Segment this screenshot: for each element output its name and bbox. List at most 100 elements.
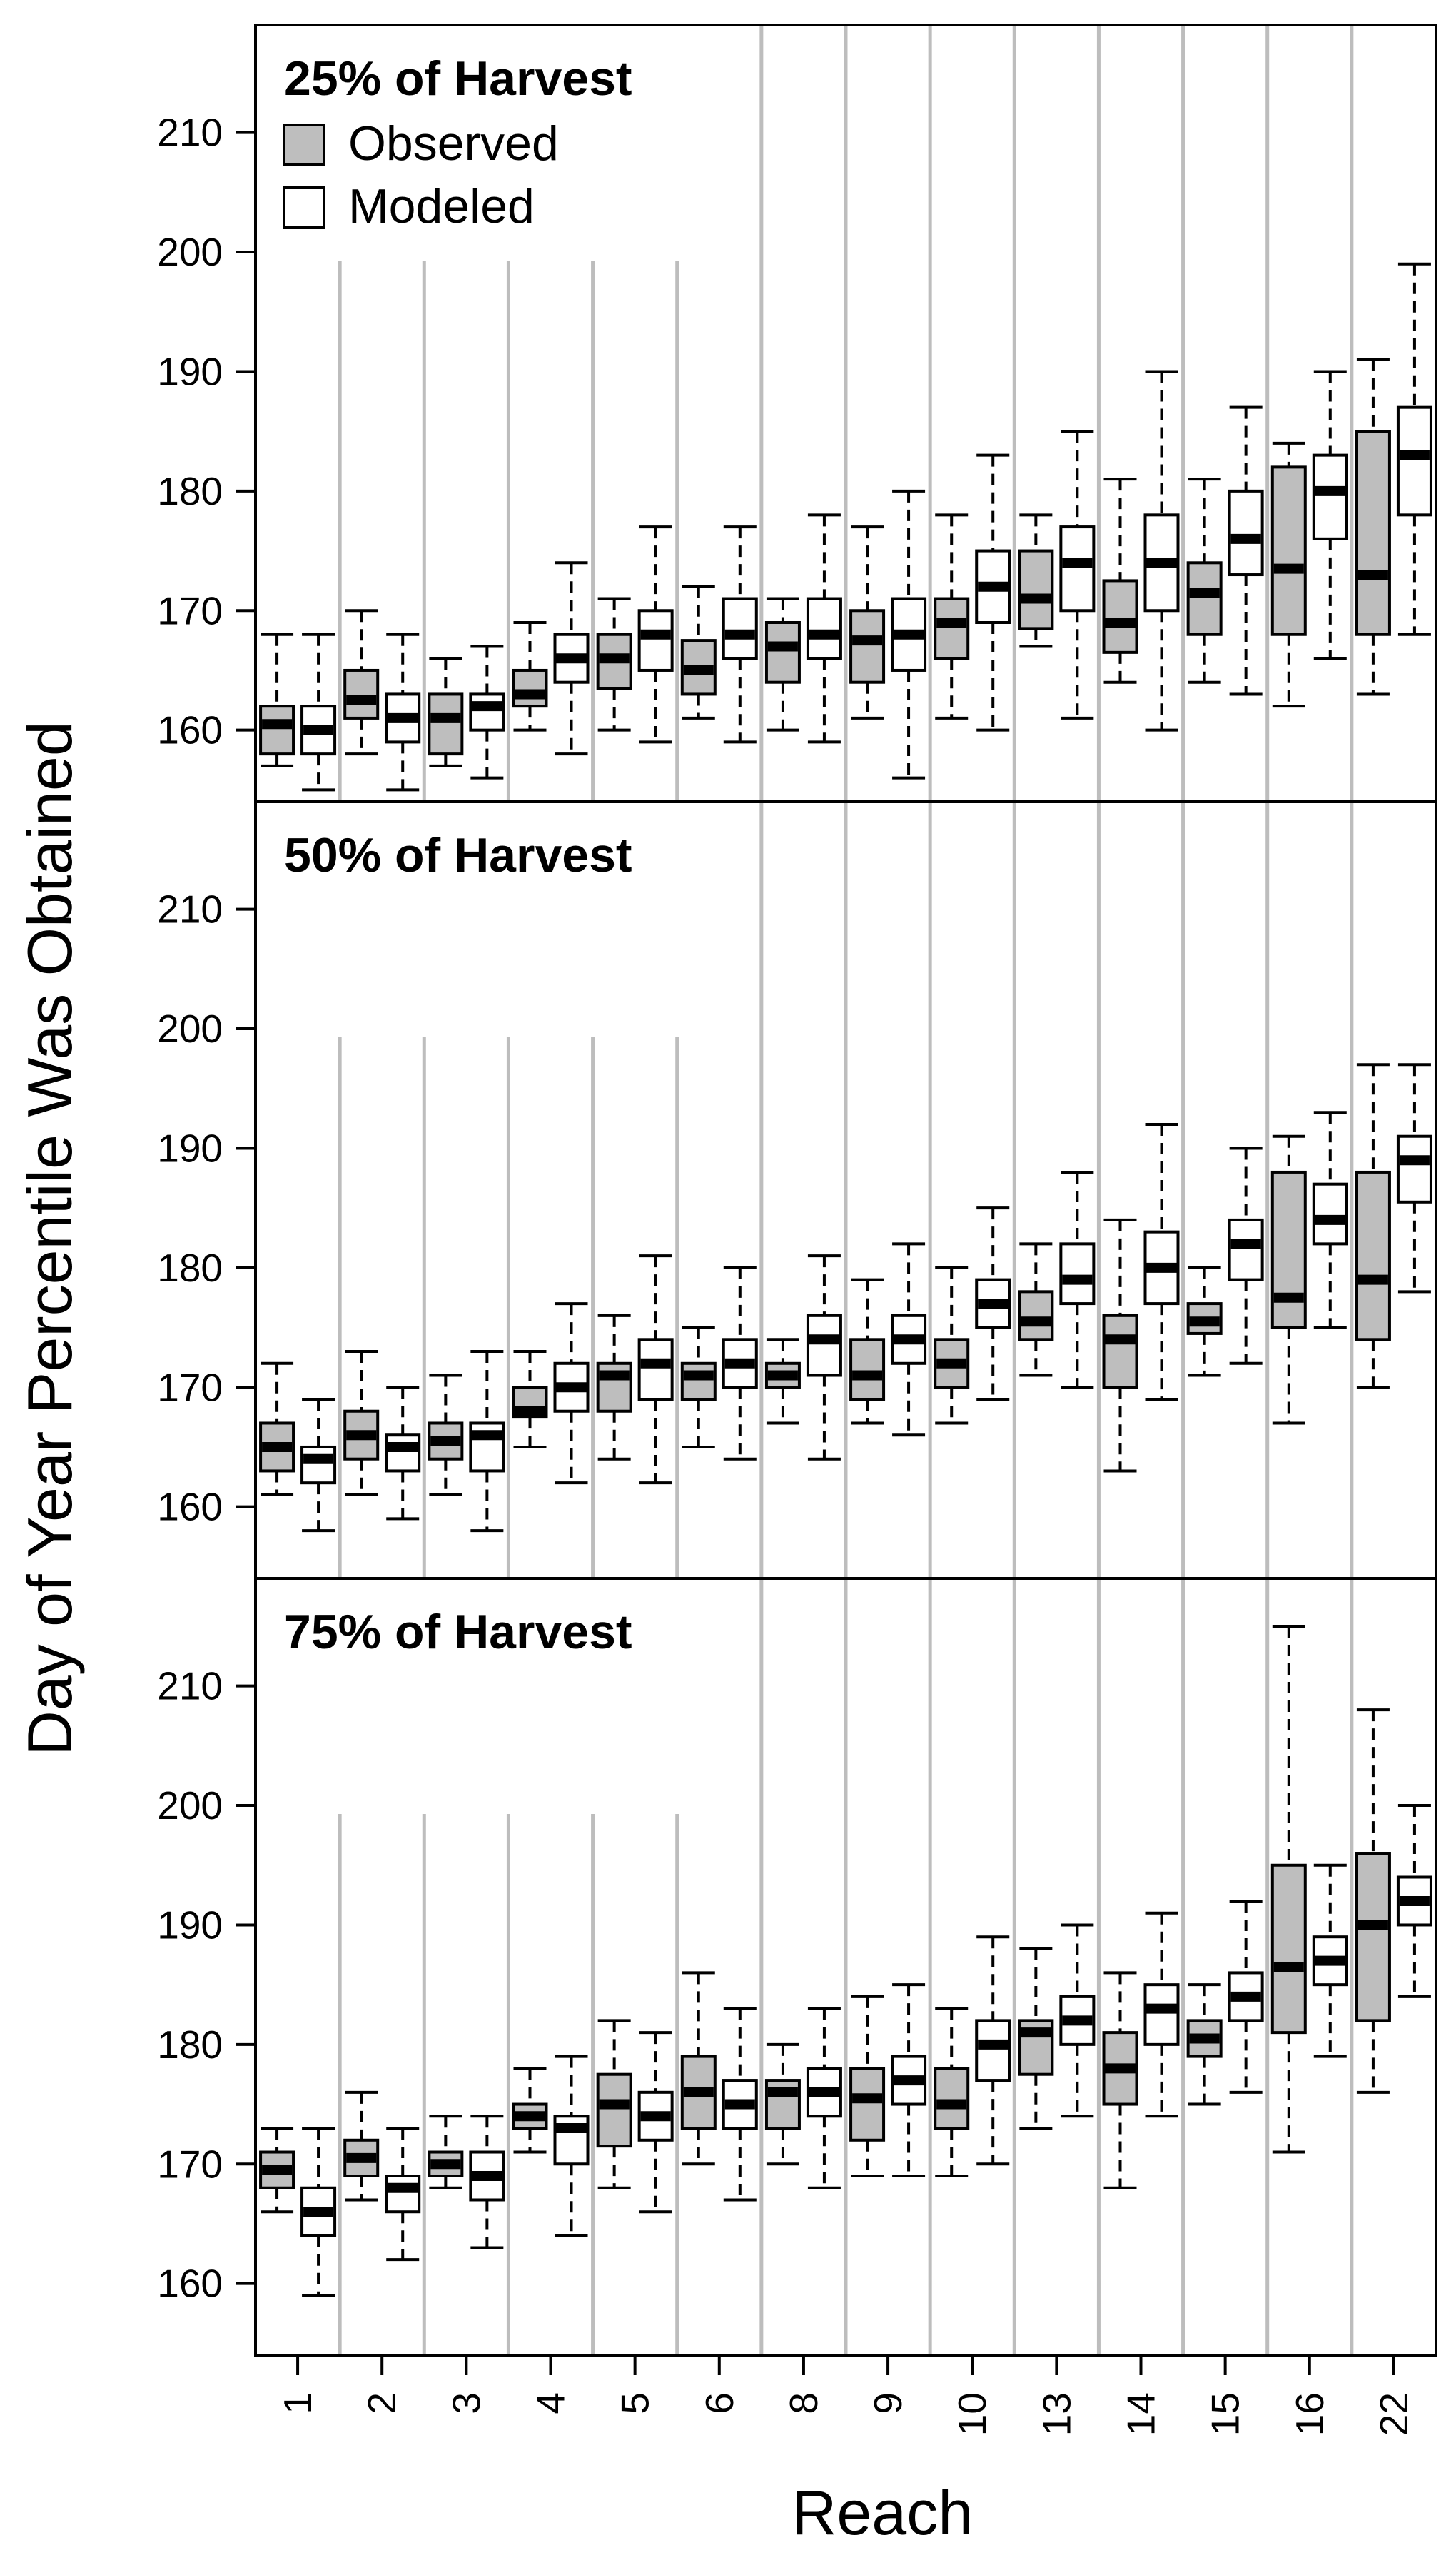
observed-box-reach-1 <box>259 1361 295 1496</box>
modeled-box-reach-16 <box>1312 1111 1348 1329</box>
x-tick-label: 16 <box>1288 2392 1332 2436</box>
modeled-box-reach-5 <box>637 1254 674 1485</box>
observed-box-reach-13 <box>1018 1947 1054 2130</box>
y-tick-label: 190 <box>157 1126 223 1170</box>
modeled-box-reach-16 <box>1312 370 1348 660</box>
iqr-box <box>596 2072 632 2148</box>
observed-box-reach-22 <box>1355 358 1391 696</box>
panel-2: 160 170 180 190 200 210 50% of Harvest <box>157 800 1437 1580</box>
observed-box-reach-8 <box>764 2042 801 2166</box>
iqr-box <box>1312 1182 1348 1246</box>
modeled-box-reach-13 <box>1059 1923 1096 2118</box>
observed-box-reach-10 <box>934 2007 970 2177</box>
modeled-box-reach-1 <box>300 1398 337 1533</box>
modeled-box-reach-3 <box>469 2115 505 2249</box>
iqr-box <box>1355 430 1391 636</box>
y-tick-label: 180 <box>157 2022 223 2067</box>
panel-title: 25% of Harvest <box>284 51 632 106</box>
modeled-box-reach-6 <box>722 2007 758 2202</box>
iqr-box <box>764 621 801 684</box>
iqr-box <box>1059 1242 1096 1306</box>
modeled-box-reach-14 <box>1143 370 1180 732</box>
legend-label-observed: Observed <box>348 116 559 171</box>
observed-box-reach-5 <box>596 597 632 732</box>
legend-swatch-modeled <box>283 186 325 229</box>
observed-box-reach-3 <box>428 657 464 767</box>
observed-box-reach-15 <box>1186 1266 1223 1377</box>
y-tick-label: 180 <box>157 1246 223 1290</box>
modeled-box-reach-3 <box>469 1350 505 1533</box>
observed-box-reach-8 <box>764 597 801 732</box>
observed-box-reach-1 <box>259 633 295 767</box>
legend-label-modeled: Modeled <box>348 179 535 233</box>
iqr-box <box>1018 1290 1054 1341</box>
iqr-box <box>1228 1218 1264 1281</box>
iqr-box <box>1186 561 1223 636</box>
observed-box-reach-4 <box>512 2067 548 2154</box>
modeled-box-reach-6 <box>722 525 758 744</box>
modeled-box-reach-2 <box>385 1386 421 1521</box>
iqr-box <box>934 597 970 660</box>
y-tick-label: 160 <box>157 708 223 752</box>
iqr-box <box>512 668 548 708</box>
observed-box-reach-6 <box>680 1971 717 2166</box>
iqr-box <box>806 597 842 660</box>
iqr-box <box>1102 579 1138 654</box>
x-tick-label: 4 <box>529 2392 573 2414</box>
x-axis: 1 2 3 4 5 6 8 9 10 13 14 15 16 22 <box>275 2355 1416 2436</box>
iqr-box <box>806 1314 842 1377</box>
x-tick-label: 1 <box>275 2392 320 2414</box>
y-tick-label: 200 <box>157 230 223 274</box>
iqr-box <box>385 1433 421 1473</box>
modeled-box-reach-10 <box>975 1206 1011 1401</box>
panel-frame <box>254 1577 1437 2357</box>
modeled-box-reach-10 <box>975 453 1011 732</box>
iqr-box <box>1143 1983 1180 2046</box>
observed-box-reach-22 <box>1355 1063 1391 1389</box>
legend-swatch-observed <box>283 124 325 166</box>
modeled-box-reach-14 <box>1143 1911 1180 2118</box>
modeled-box-reach-6 <box>722 1266 758 1461</box>
y-tick-label: 170 <box>157 2142 223 2186</box>
modeled-box-reach-2 <box>385 633 421 792</box>
iqr-box <box>1312 453 1348 540</box>
observed-box-reach-6 <box>680 1326 717 1448</box>
y-tick-label: 190 <box>157 1903 223 1947</box>
iqr-box <box>1270 465 1307 636</box>
observed-box-reach-5 <box>596 1314 632 1461</box>
modeled-box-reach-10 <box>975 1935 1011 2166</box>
modeled-box-reach-13 <box>1059 1170 1096 1389</box>
x-tick-label: 3 <box>444 2392 488 2414</box>
x-tick-label: 10 <box>950 2392 994 2436</box>
modeled-box-reach-4 <box>553 1302 590 1485</box>
x-tick-label: 14 <box>1119 2392 1163 2436</box>
panel-3: 160 170 180 190 200 210 75% of Harvest <box>157 1577 1437 2357</box>
x-axis-title: Reach <box>792 2477 973 2548</box>
observed-box-reach-13 <box>1018 1242 1054 1377</box>
x-tick-label: 22 <box>1372 2392 1416 2436</box>
observed-box-reach-15 <box>1186 1983 1223 2106</box>
iqr-box <box>849 1338 886 1401</box>
modeled-box-reach-4 <box>553 561 590 756</box>
observed-box-reach-9 <box>849 525 886 720</box>
observed-box-reach-10 <box>934 513 970 720</box>
observed-box-reach-13 <box>1018 513 1054 648</box>
observed-box-reach-5 <box>596 2019 632 2189</box>
panel-title: 75% of Harvest <box>284 1605 632 1659</box>
modeled-box-reach-15 <box>1228 1899 1264 2094</box>
observed-box-reach-3 <box>428 2115 464 2189</box>
y-tick-label: 160 <box>157 1485 223 1529</box>
modeled-box-reach-22 <box>1396 262 1432 636</box>
x-tick-label: 5 <box>613 2392 657 2414</box>
modeled-box-reach-2 <box>385 2127 421 2262</box>
observed-box-reach-9 <box>849 1278 886 1425</box>
observed-box-reach-1 <box>259 2127 295 2214</box>
observed-box-reach-16 <box>1270 441 1307 708</box>
iqr-box <box>1228 489 1264 577</box>
y-tick-label: 210 <box>157 111 223 155</box>
y-tick-label: 210 <box>157 887 223 932</box>
modeled-box-reach-1 <box>300 633 337 792</box>
iqr-box <box>385 2175 421 2214</box>
iqr-box <box>1270 1170 1307 1329</box>
